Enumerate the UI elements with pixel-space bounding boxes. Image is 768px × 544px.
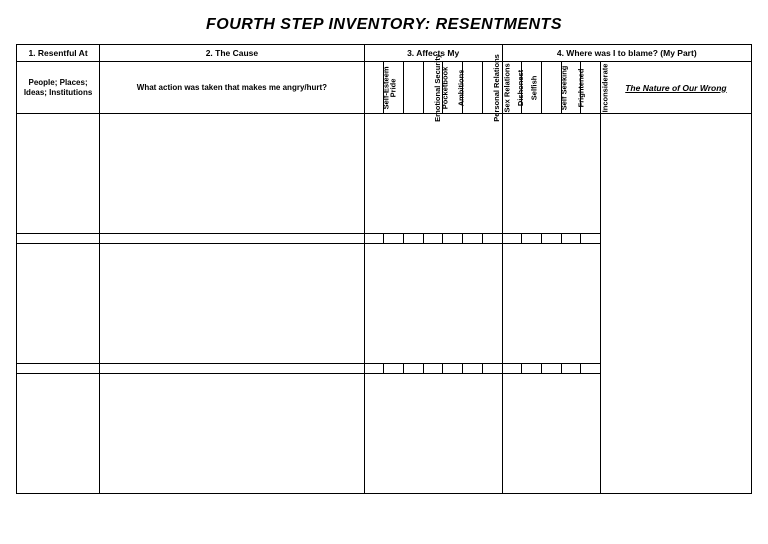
nature-header: The Nature of Our Wrong bbox=[600, 62, 751, 114]
r3-nature[interactable] bbox=[600, 374, 751, 494]
r2-c3-1[interactable] bbox=[384, 364, 404, 374]
r1-resentful[interactable] bbox=[17, 114, 100, 234]
r2-c4-0[interactable] bbox=[502, 364, 522, 374]
r3-cause[interactable] bbox=[100, 374, 365, 494]
r3-mypart-area bbox=[502, 374, 600, 494]
r1-c4-4[interactable] bbox=[581, 234, 601, 244]
r1-c4-1[interactable] bbox=[522, 234, 542, 244]
r1-c3-4[interactable] bbox=[443, 234, 463, 244]
r1-c4-0[interactable] bbox=[502, 234, 522, 244]
r1-nature[interactable] bbox=[600, 114, 751, 244]
section-header-row: 1. Resentful At 2. The Cause 3. Affects … bbox=[17, 45, 752, 62]
r1-c3-6[interactable] bbox=[482, 234, 502, 244]
r2-c4-2[interactable] bbox=[541, 364, 561, 374]
r1-c3-2[interactable] bbox=[404, 234, 424, 244]
inventory-table: 1. Resentful At 2. The Cause 3. Affects … bbox=[16, 44, 752, 494]
r1-cause[interactable] bbox=[100, 114, 365, 234]
affects-self-esteem: Self-Esteem bbox=[364, 62, 384, 114]
affects-pocketbook: Pocketbook bbox=[423, 62, 443, 114]
r1-c3-1[interactable] bbox=[384, 234, 404, 244]
sub-header-row: People; Places; Ideas; Institutions What… bbox=[17, 62, 752, 114]
mypart-inconsiderate: Inconsiderate bbox=[581, 62, 601, 114]
r2-resentful[interactable] bbox=[17, 244, 100, 364]
r2-c3-0[interactable] bbox=[364, 364, 384, 374]
r2-c4-3[interactable] bbox=[561, 364, 581, 374]
r2-nature[interactable] bbox=[600, 244, 751, 374]
r1-c3-5[interactable] bbox=[463, 234, 483, 244]
r2-c4-4[interactable] bbox=[581, 364, 601, 374]
data-row-2 bbox=[17, 244, 752, 364]
r2-c3-5[interactable] bbox=[463, 364, 483, 374]
page-title: FOURTH STEP INVENTORY: RESENTMENTS bbox=[16, 16, 752, 34]
r2-c3-4[interactable] bbox=[443, 364, 463, 374]
r1-c3-0[interactable] bbox=[364, 234, 384, 244]
affects-pride: Pride bbox=[384, 62, 404, 114]
affects-ambitions: Ambitions bbox=[443, 62, 463, 114]
r3-resentful[interactable] bbox=[17, 374, 100, 494]
r1-mypart-area bbox=[502, 114, 600, 234]
r1-c3-3[interactable] bbox=[423, 234, 443, 244]
r1-c4-3[interactable] bbox=[561, 234, 581, 244]
col2-header: 2. The Cause bbox=[100, 45, 365, 62]
mypart-self-seeking: Self Seeking bbox=[541, 62, 561, 114]
mypart-frightened: Frightened bbox=[561, 62, 581, 114]
r1-affects-area bbox=[364, 114, 502, 234]
r2-mypart-area bbox=[502, 244, 600, 364]
r1-c4-2[interactable] bbox=[541, 234, 561, 244]
r2-affects-area bbox=[364, 244, 502, 364]
r2-c3-3[interactable] bbox=[423, 364, 443, 374]
r2-c3-6[interactable] bbox=[482, 364, 502, 374]
affects-personal-relations: Personal Relations bbox=[463, 62, 483, 114]
r3-affects-area bbox=[364, 374, 502, 494]
col1-header: 1. Resentful At bbox=[17, 45, 100, 62]
affects-sex-relations: Sex Relations bbox=[482, 62, 502, 114]
col2-sub: What action was taken that makes me angr… bbox=[100, 62, 365, 114]
r2-cause[interactable] bbox=[100, 244, 365, 364]
r2-c4-1[interactable] bbox=[522, 364, 542, 374]
r2-c3-2[interactable] bbox=[404, 364, 424, 374]
affects-emotional-security: Emotional Security bbox=[404, 62, 424, 114]
col1-sub: People; Places; Ideas; Institutions bbox=[17, 62, 100, 114]
data-row-1 bbox=[17, 114, 752, 234]
mypart-selfish: Selfish bbox=[522, 62, 542, 114]
mypart-dishonest: Dishonest bbox=[502, 62, 522, 114]
data-row-3 bbox=[17, 374, 752, 494]
col4-header: 4. Where was I to blame? (My Part) bbox=[502, 45, 752, 62]
